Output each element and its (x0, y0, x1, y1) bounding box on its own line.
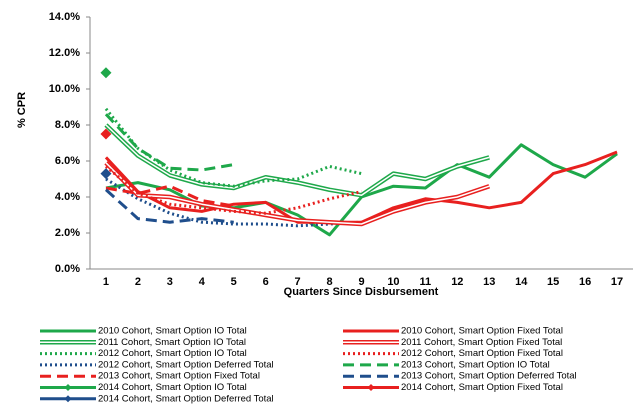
y-tick-label: 4.0% (55, 191, 80, 203)
x-tick-label: 9 (358, 276, 364, 288)
y-tick-label: 0.0% (55, 263, 80, 275)
legend-label: 2012 Cohort, Smart Option Fixed Total (401, 348, 563, 359)
series-line (104, 150, 618, 224)
x-tick-label: 14 (515, 276, 528, 288)
series-line (104, 188, 234, 224)
legend-label: 2013 Cohort, Smart Option Deferred Total (401, 371, 577, 382)
x-tick-label: 1 (103, 276, 109, 288)
x-tick-label: 5 (231, 276, 237, 288)
x-tick-label: 16 (579, 276, 591, 288)
series-line (104, 107, 362, 188)
y-tick-label: 14.0% (49, 11, 80, 23)
x-tick-label: 8 (326, 276, 332, 288)
series-line-inner (105, 162, 490, 225)
y-tick-label: 12.0% (49, 47, 80, 59)
series-marker (100, 67, 112, 79)
y-tick-label: 10.0% (49, 83, 80, 95)
x-tick-label: 17 (611, 276, 623, 288)
legend-label: 2010 Cohort, Smart Option Fixed Total (401, 326, 563, 337)
y-tick-label: 6.0% (55, 155, 80, 167)
legend-label: 2010 Cohort, Smart Option IO Total (98, 326, 247, 337)
legend-marker (64, 395, 72, 403)
x-tick-label: 11 (420, 276, 432, 288)
legend-marker (64, 384, 72, 391)
series-line (104, 113, 234, 172)
legend-label: 2011 Cohort, Smart Option IO Total (98, 337, 246, 348)
series-line (105, 165, 362, 215)
y-tick-label: 8.0% (55, 119, 80, 131)
series-line-inner (105, 124, 490, 196)
legend-label: 2012 Cohort, Smart Option Deferred Total (98, 359, 274, 370)
x-tick-label: 6 (263, 276, 269, 288)
x-tick-label: 13 (483, 276, 495, 288)
x-axis-label: Quarters Since Disbursement (284, 286, 439, 298)
x-tick-label: 4 (199, 276, 206, 288)
series-marker (100, 128, 112, 140)
y-axis-label: % CPR (16, 92, 28, 128)
legend-label: 2012 Cohort, Smart Option IO Total (98, 348, 247, 359)
legend-label: 2013 Cohort, Smart Option IO Total (401, 359, 550, 370)
x-tick-label: 12 (451, 276, 463, 288)
x-tick-label: 15 (547, 276, 559, 288)
legend-marker (367, 384, 375, 391)
legend-label: 2014 Cohort, Smart Option IO Total (98, 382, 247, 393)
y-tick-label: 2.0% (55, 227, 80, 239)
legend-label: 2013 Cohort, Smart Option Fixed Total (98, 371, 260, 382)
x-tick-label: 10 (387, 276, 399, 288)
legend-label: 2011 Cohort, Smart Option Fixed Total (401, 337, 562, 348)
legend-label: 2014 Cohort, Smart Option Deferred Total (98, 393, 274, 404)
x-tick-label: 7 (295, 276, 301, 288)
legend-label: 2014 Cohort, Smart Option Fixed Total (401, 382, 563, 393)
series-marker (100, 168, 112, 180)
x-tick-label: 3 (167, 276, 173, 288)
x-tick-label: 2 (135, 276, 141, 288)
series-line (105, 184, 234, 208)
